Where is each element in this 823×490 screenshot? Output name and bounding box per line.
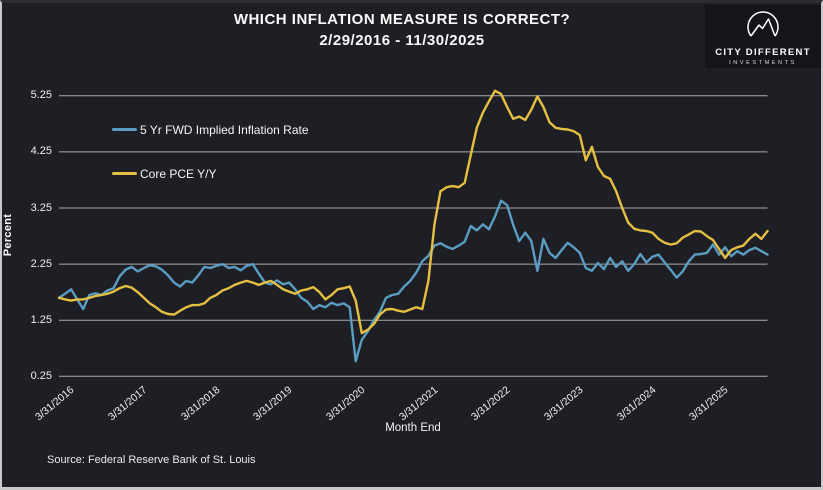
chart-title: WHICH INFLATION MEASURE IS CORRECT? 2/29…	[2, 9, 802, 51]
logo-subtitle: INVESTMENTS	[729, 59, 797, 66]
city-different-logo: CITY DIFFERENT INVESTMENTS	[705, 5, 821, 68]
legend-label-core-pce: Core PCE Y/Y	[140, 166, 217, 181]
legend-swatch-blue	[112, 128, 137, 131]
y-axis-title: Percent	[2, 213, 14, 257]
source-note: Source: Federal Reserve Bank of St. Loui…	[47, 454, 256, 466]
legend-item-core-pce: Core PCE Y/Y	[112, 166, 309, 181]
y-tick-label: 2.25	[30, 257, 52, 270]
y-tick-label: 5.25	[30, 89, 52, 102]
series-line-core-pce	[57, 89, 769, 335]
chart-title-line1: WHICH INFLATION MEASURE IS CORRECT?	[233, 11, 571, 28]
logo-name: CITY DIFFERENT	[715, 46, 811, 58]
legend-label-5yr-fwd: 5 Yr FWD Implied Inflation Rate	[140, 122, 309, 137]
legend-swatch-yellow	[112, 172, 137, 175]
plot-area	[57, 89, 769, 377]
chart-title-line2: 2/29/2016 - 11/30/2025	[319, 32, 485, 49]
y-tick-label: 4.25	[30, 145, 52, 158]
legend-item-5yr-fwd: 5 Yr FWD Implied Inflation Rate	[112, 122, 309, 137]
series-line-5yr-fwd	[57, 199, 769, 363]
mountain-circle-icon	[743, 10, 783, 45]
y-tick-label: 3.25	[30, 201, 52, 214]
legend: 5 Yr FWD Implied Inflation Rate Core PCE…	[112, 122, 309, 210]
y-tick-label: 1.25	[30, 313, 52, 326]
x-axis-title: Month End	[385, 422, 441, 434]
y-tick-label: 0.25	[30, 369, 52, 382]
